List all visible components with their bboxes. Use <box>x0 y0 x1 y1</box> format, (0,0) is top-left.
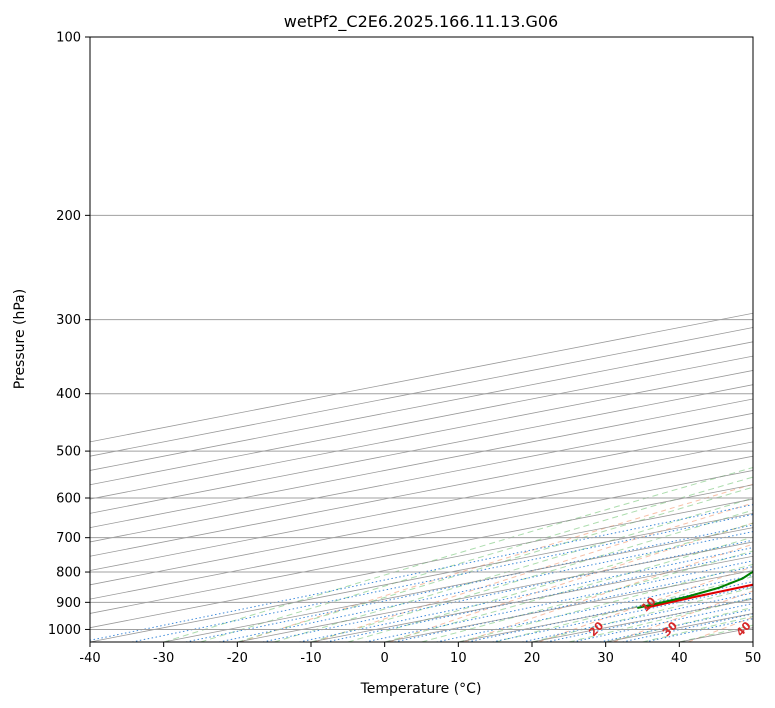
moist-adiabats <box>163 466 753 642</box>
moist-adiabat <box>237 486 753 642</box>
moist-adiabat <box>495 576 753 642</box>
isotherms <box>90 312 753 642</box>
moist-adiabat <box>421 550 753 642</box>
isotherm <box>90 312 753 443</box>
moist-adiabat <box>200 476 753 642</box>
isobars <box>90 37 753 630</box>
dry-adiabats <box>239 37 775 642</box>
x-axis-label: Temperature (°C) <box>360 681 482 697</box>
dry-adiabat <box>239 483 753 642</box>
x-tick-label: 20 <box>524 651 541 666</box>
mixing-ratio-line <box>131 513 753 642</box>
mixing-ratio-line <box>365 560 753 642</box>
isotherm <box>90 412 753 543</box>
y-tick-label: 300 <box>56 313 81 328</box>
y-tick-label: 1000 <box>48 623 81 638</box>
y-tick-label: 100 <box>56 31 81 46</box>
isotherm <box>90 498 753 629</box>
isotherm <box>90 441 753 571</box>
y-tick-label: 600 <box>56 492 81 507</box>
y-tick-label: 200 <box>56 209 81 224</box>
isotherm <box>752 641 753 642</box>
moist-adiabat <box>163 466 753 642</box>
x-tick-label: -20 <box>227 651 248 666</box>
mixing-ratio-line <box>492 586 753 642</box>
dry-adiabat <box>763 37 775 642</box>
mixing-ratio-line <box>90 504 753 641</box>
x-tick-label: 10 <box>450 651 467 666</box>
isotherm <box>90 484 753 614</box>
isotherm <box>90 470 753 600</box>
y-tick-label: 800 <box>56 566 81 581</box>
y-tick-label: 700 <box>56 531 81 546</box>
y-tick-label: 400 <box>56 387 81 402</box>
x-tick-label: 40 <box>671 651 688 666</box>
isotherm <box>90 427 753 557</box>
y-tick-label: 900 <box>56 596 81 611</box>
x-tick-label: 30 <box>597 651 614 666</box>
isotherm <box>90 512 753 642</box>
x-tick-label: 50 <box>745 651 762 666</box>
mixing-ratio-line <box>185 524 753 642</box>
dry-adiabat <box>463 543 753 642</box>
mixing-ratio-line <box>546 597 753 642</box>
isotherm <box>163 527 753 642</box>
isotherm <box>90 455 753 586</box>
x-axis: -40 -30 -20 -10 0 10 20 30 40 50 <box>79 642 761 666</box>
mixing-ratio-line <box>572 602 753 642</box>
y-tick-label: 500 <box>56 445 81 460</box>
y-axis-label: Pressure (hPa) <box>12 289 28 389</box>
plot-frame <box>89 36 754 643</box>
x-tick-label: -40 <box>79 651 100 666</box>
plot-background <box>90 37 753 642</box>
moist-adiabat <box>347 522 753 642</box>
y-axis: 100 200 300 400 500 600 700 800 900 1000 <box>48 31 90 638</box>
x-tick-label: -10 <box>300 651 321 666</box>
dry-adiabat <box>613 590 753 642</box>
mixing-ratio-line <box>599 608 753 642</box>
isotherm <box>90 327 753 457</box>
moist-adiabat <box>568 597 753 642</box>
x-tick-label: -30 <box>153 651 174 666</box>
chart-title: wetPf2_C2E6.2025.166.11.13.G06 <box>284 12 558 32</box>
x-tick-label: 0 <box>381 651 389 666</box>
mixing-ratio-line <box>521 592 753 642</box>
